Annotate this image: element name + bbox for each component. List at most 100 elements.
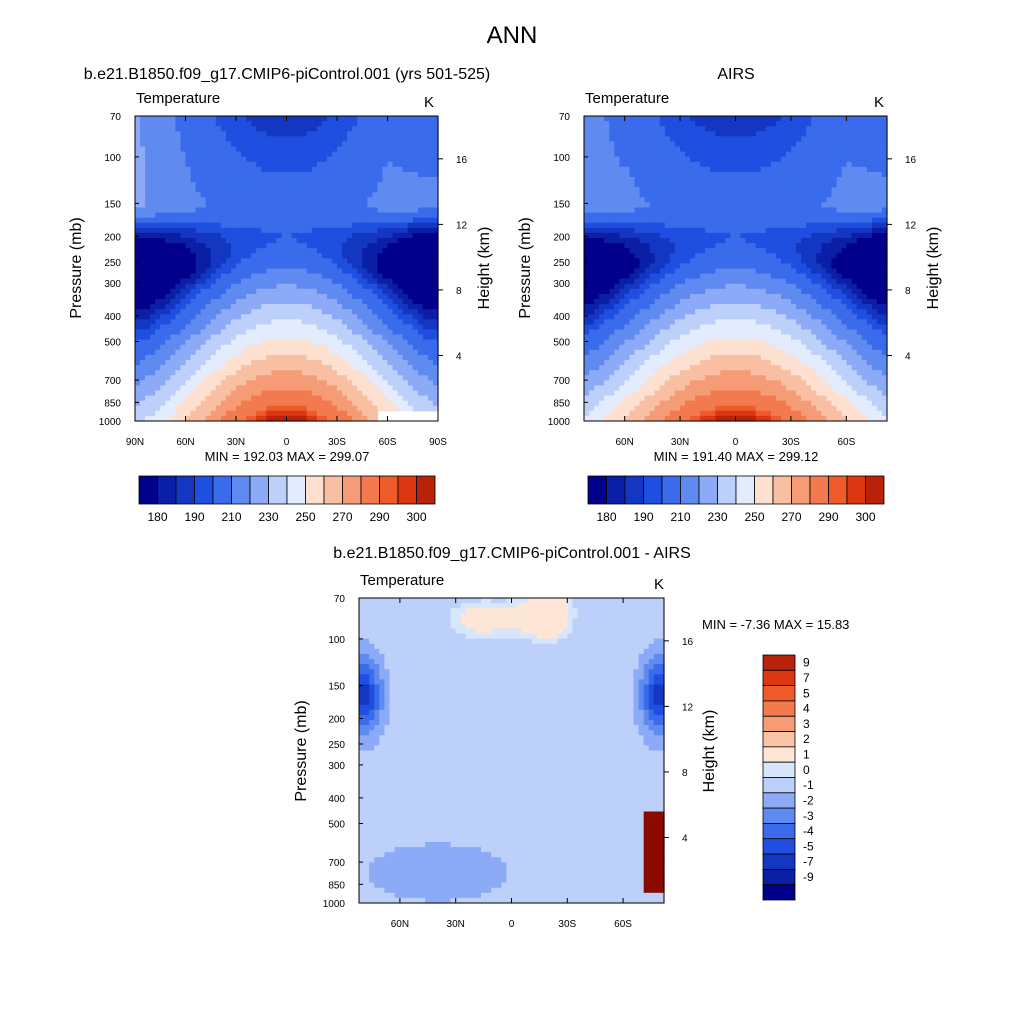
panel-obs-cell bbox=[635, 126, 641, 132]
panel-obs-cell bbox=[811, 141, 817, 147]
panel-obs-cell bbox=[619, 157, 625, 163]
panel-model-cell bbox=[287, 335, 293, 341]
panel-model-cell bbox=[180, 274, 186, 280]
panel-model-cell bbox=[388, 335, 394, 341]
panel-model-cell bbox=[186, 121, 192, 127]
panel-model-cell bbox=[266, 141, 272, 147]
panel-obs-cell bbox=[872, 197, 878, 203]
panel-model-cell bbox=[140, 238, 146, 244]
panel-model-cell bbox=[287, 131, 293, 137]
panel-model-cell bbox=[312, 213, 318, 219]
panel-model-cell bbox=[317, 182, 323, 188]
panel-model-cell bbox=[256, 177, 262, 183]
panel-model-cell bbox=[388, 172, 394, 178]
panel-model-cell bbox=[180, 269, 186, 275]
panel-obs-cell bbox=[604, 126, 610, 132]
panel-model-cell bbox=[337, 360, 343, 366]
panel-model-cell bbox=[327, 172, 333, 178]
panel-obs-cell bbox=[842, 202, 848, 208]
panel-model-cell bbox=[322, 197, 328, 203]
panel-model-cell bbox=[413, 182, 419, 188]
panel-model-cell bbox=[201, 157, 207, 163]
panel-obs-cell bbox=[746, 116, 752, 122]
panel-model-cell bbox=[175, 345, 181, 351]
panel-model-cell bbox=[428, 126, 434, 132]
panel-model-cell bbox=[206, 396, 212, 402]
panel-model-cell bbox=[307, 340, 313, 346]
panel-model-cell bbox=[246, 380, 252, 386]
panel-model-cell bbox=[322, 314, 328, 320]
panel-model-cell bbox=[418, 172, 424, 178]
panel-model-cell bbox=[165, 233, 171, 239]
panel-model-cell bbox=[170, 208, 176, 214]
panel-model-cell bbox=[206, 324, 212, 330]
panel-obs-cell bbox=[720, 218, 726, 224]
panel-model-cell bbox=[418, 238, 424, 244]
panel-model-cell bbox=[216, 258, 222, 264]
panel-model-cell bbox=[307, 248, 313, 254]
panel-model-cell bbox=[428, 279, 434, 285]
panel-obs-cell bbox=[660, 172, 666, 178]
panel-model-cell bbox=[261, 213, 267, 219]
panel-model-cell bbox=[327, 319, 333, 325]
panel-model-cell bbox=[231, 147, 237, 153]
panel-obs-cell bbox=[821, 213, 827, 219]
panel-model-cell bbox=[398, 192, 404, 198]
panel-model-cell bbox=[271, 385, 277, 391]
panel-model-cell bbox=[337, 197, 343, 203]
panel-obs-cell bbox=[584, 228, 590, 234]
panel-obs-cell bbox=[589, 116, 595, 122]
panel-obs-cell bbox=[741, 136, 747, 142]
panel-model-cell bbox=[337, 340, 343, 346]
panel-obs-cell bbox=[791, 157, 797, 163]
panel-model-cell bbox=[251, 177, 257, 183]
panel-obs-cell bbox=[685, 177, 691, 183]
panel-model-cell bbox=[297, 340, 303, 346]
panel-model-cell bbox=[347, 157, 353, 163]
panel-obs-cell bbox=[680, 172, 686, 178]
panel-model-cell bbox=[276, 274, 282, 280]
panel-model-cell bbox=[292, 314, 298, 320]
panel-model-cell bbox=[180, 136, 186, 142]
panel-obs-cell bbox=[680, 182, 686, 188]
panel-model-cell bbox=[155, 253, 161, 259]
panel-obs-cell bbox=[665, 202, 671, 208]
panel-model-cell bbox=[393, 299, 399, 305]
panel-model-cell bbox=[271, 141, 277, 147]
panel-obs-cell bbox=[655, 172, 661, 178]
panel-model-cell bbox=[367, 202, 373, 208]
panel-model-cell bbox=[372, 152, 378, 158]
panel-model-cell bbox=[307, 187, 313, 193]
panel-obs-cell bbox=[816, 218, 822, 224]
panel-model-cell bbox=[231, 375, 237, 381]
panel-model-cell bbox=[266, 401, 272, 407]
panel-model-cell bbox=[186, 360, 192, 366]
panel-model-cell bbox=[186, 253, 192, 259]
panel-model-cell bbox=[352, 274, 358, 280]
panel-model-cell bbox=[428, 294, 434, 300]
panel-model-cell bbox=[418, 284, 424, 290]
panel-obs-cell bbox=[665, 141, 671, 147]
panel-model-cell bbox=[322, 253, 328, 259]
panel-model-cell bbox=[216, 391, 222, 397]
panel-obs-cell bbox=[705, 177, 711, 183]
panel-model-colorbar-swatch bbox=[343, 476, 362, 504]
panel-model-cell bbox=[388, 314, 394, 320]
panel-obs-cell bbox=[715, 131, 721, 137]
panel-model-cell bbox=[135, 177, 141, 183]
panel-obs-cell bbox=[690, 121, 696, 127]
panel-model-cell bbox=[246, 355, 252, 361]
panel-model-cell bbox=[196, 269, 202, 275]
panel-model-cell bbox=[388, 202, 394, 208]
panel-model-cell bbox=[302, 406, 308, 412]
panel-obs-cell bbox=[690, 213, 696, 219]
panel-model-cell bbox=[408, 401, 414, 407]
panel-model-cell bbox=[236, 370, 242, 376]
panel-obs-cell bbox=[715, 147, 721, 153]
panel-obs-cell bbox=[690, 223, 696, 229]
panel-obs-cell bbox=[629, 162, 635, 168]
panel-obs-cell bbox=[609, 182, 615, 188]
panel-model-cell bbox=[165, 238, 171, 244]
panel-obs-cell bbox=[614, 202, 620, 208]
panel-model-cell bbox=[145, 391, 151, 397]
